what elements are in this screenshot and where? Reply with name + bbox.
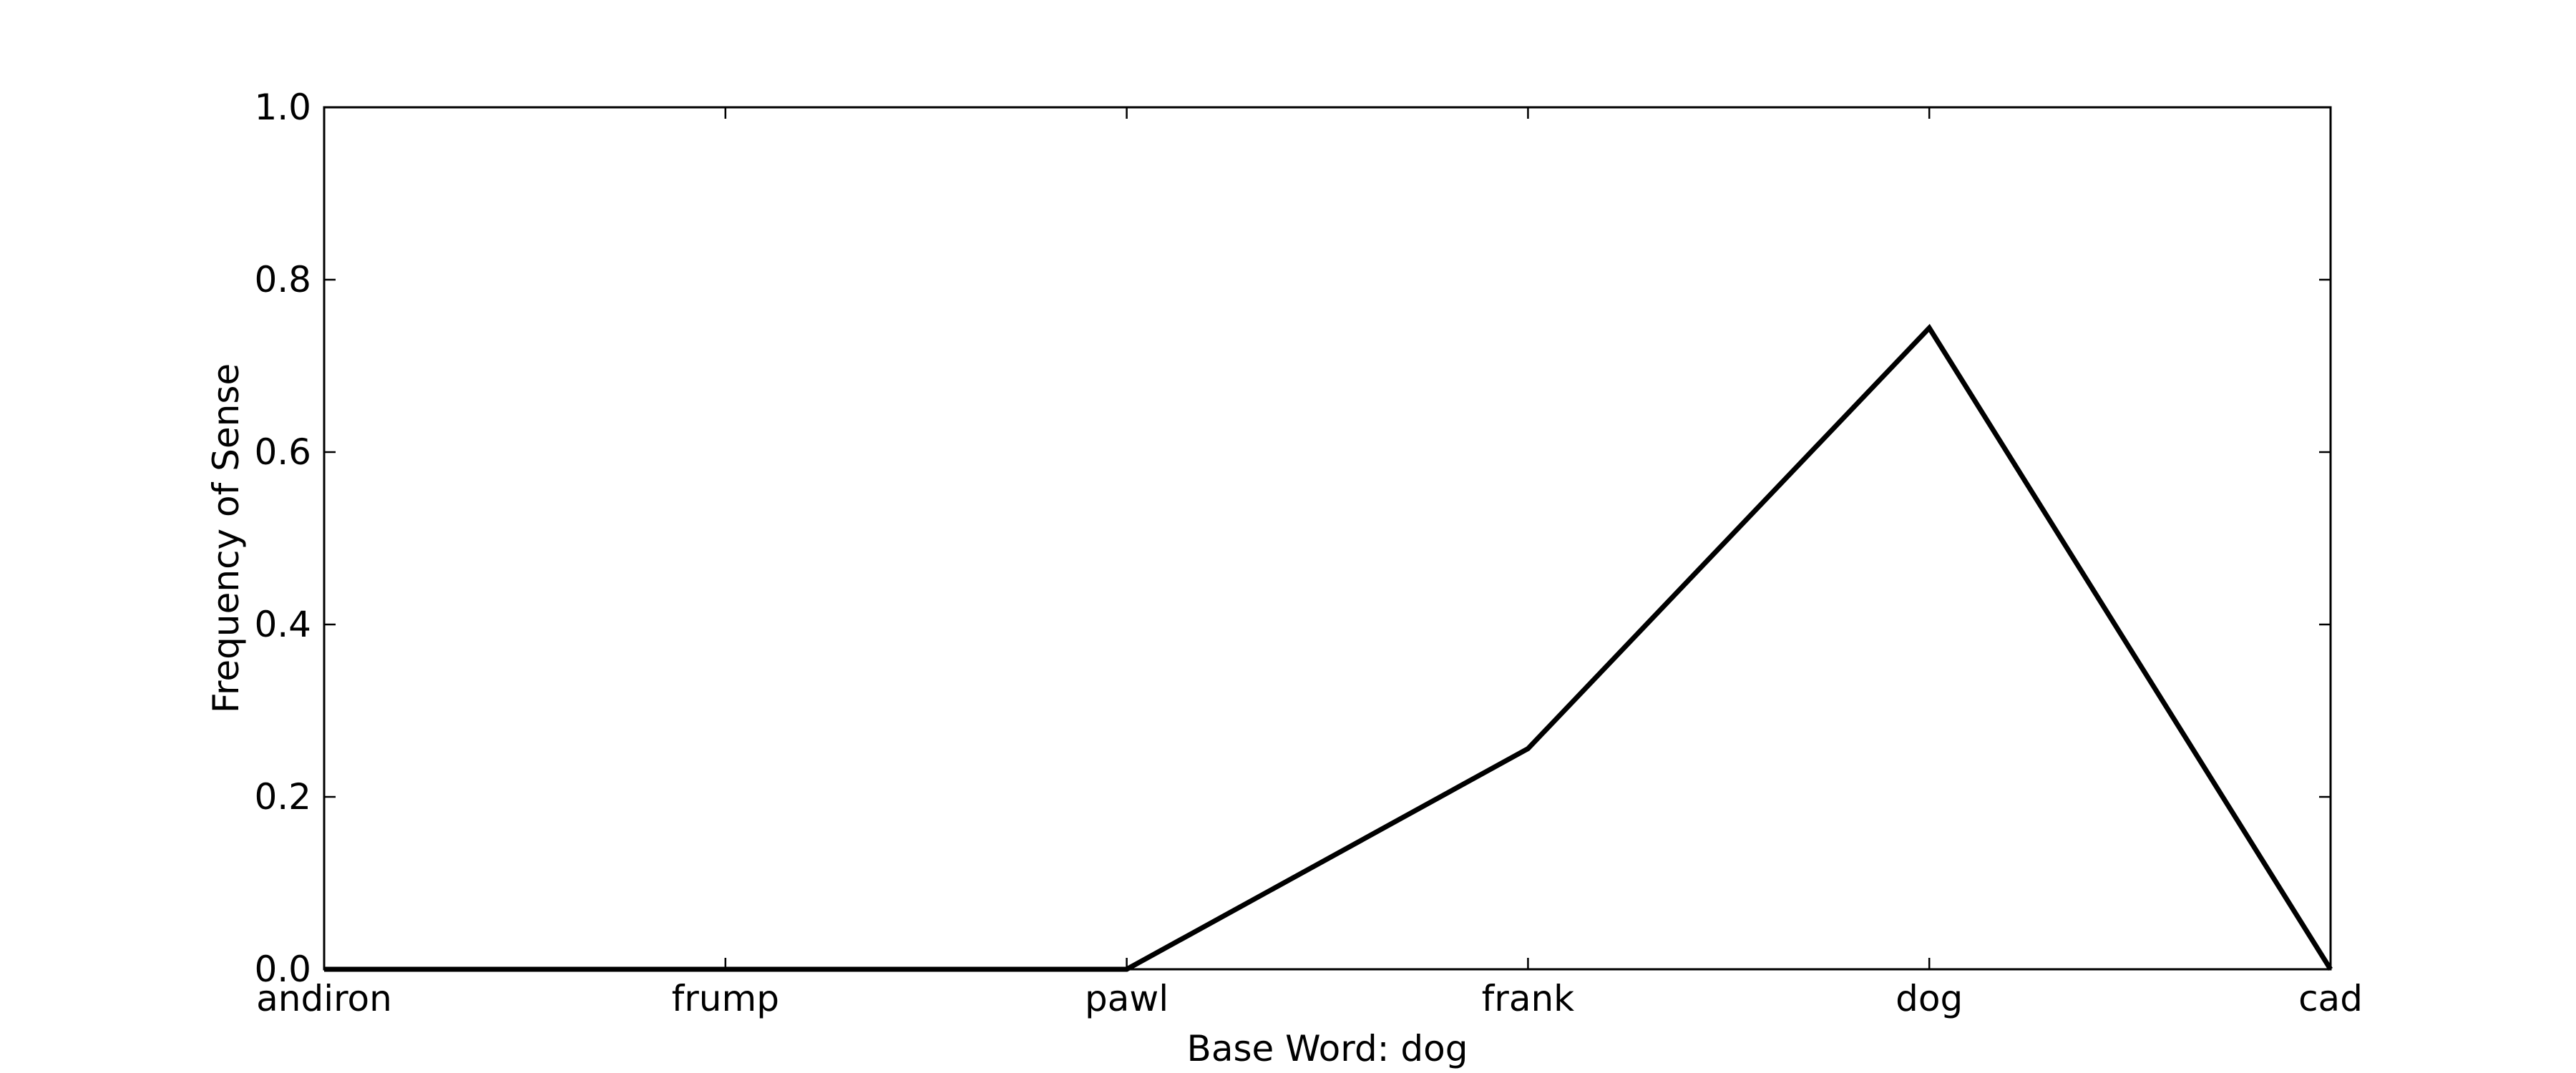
y-axis-label: Frequency of Sense bbox=[205, 363, 247, 713]
y-tick-label: 0.4 bbox=[254, 604, 311, 645]
x-tick-label-frump: frump bbox=[672, 978, 779, 1019]
y-tick-label: 1.0 bbox=[254, 87, 311, 128]
series-line bbox=[324, 323, 2333, 972]
y-tick-label: 0.2 bbox=[254, 776, 311, 818]
x-axis-label: Base Word: dog bbox=[1187, 1028, 1468, 1069]
y-tick-label: 0.6 bbox=[254, 431, 311, 473]
x-tick-label-frank: frank bbox=[1482, 978, 1574, 1019]
x-tick-label-andiron: andiron bbox=[256, 978, 392, 1019]
y-tick-label: 0.0 bbox=[254, 949, 311, 990]
series-group bbox=[324, 323, 2333, 972]
x-tick-label-pawl: pawl bbox=[1085, 978, 1169, 1019]
x-tick-labels: andiron frump pawl frank dog cad bbox=[256, 978, 2363, 1019]
y-tick-label: 0.8 bbox=[254, 259, 311, 300]
plot-frame bbox=[323, 106, 2332, 971]
tick-marks bbox=[323, 106, 2332, 971]
y-tick-labels: 0.0 0.2 0.4 0.6 0.8 1.0 bbox=[254, 87, 311, 990]
x-tick-label-cad: cad bbox=[2298, 978, 2363, 1019]
x-tick-label-dog: dog bbox=[1896, 978, 1963, 1019]
